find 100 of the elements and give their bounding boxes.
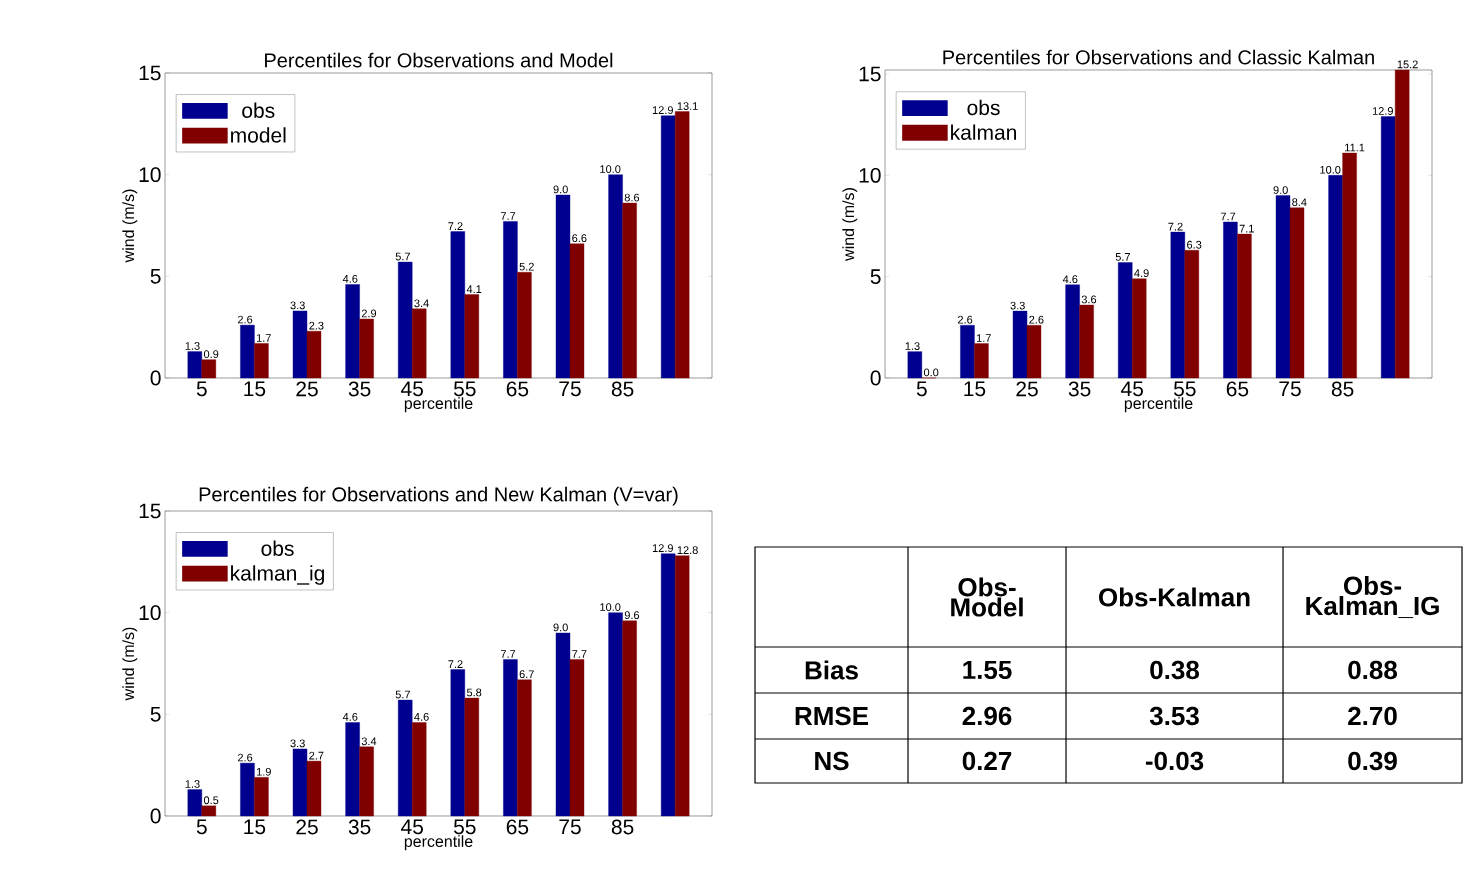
bar — [240, 324, 255, 379]
bar — [503, 659, 518, 817]
x-tick-label: 5 — [916, 381, 927, 397]
data-label: 4.6 — [414, 712, 429, 721]
x-tick-label: 55 — [1173, 381, 1196, 397]
data-label: 1.3 — [905, 342, 920, 350]
legend-label: obs — [967, 99, 1000, 116]
x-tick-label: 25 — [296, 819, 318, 835]
x-axis-title: percentile — [1124, 397, 1193, 413]
data-label: 2.6 — [237, 753, 253, 762]
data-label: 13.1 — [677, 102, 698, 110]
text: 0.27 — [962, 751, 1012, 771]
data-label: 7.1 — [1239, 224, 1254, 233]
data-label: 3.4 — [414, 299, 429, 308]
bar — [1395, 69, 1410, 379]
data-label: 15.2 — [1397, 60, 1418, 69]
data-label: 1.7 — [976, 334, 991, 342]
bar — [254, 777, 269, 817]
bar — [1170, 231, 1186, 379]
text: -0.03 — [1145, 751, 1204, 771]
y-tick-label: 15 — [139, 503, 161, 519]
y-axis-title: wind (m/s) — [842, 188, 858, 261]
data-label: 7.7 — [500, 650, 516, 658]
y-tick-label: 0 — [150, 808, 161, 824]
category-label: NS — [815, 751, 849, 771]
data-label: 5.8 — [466, 688, 482, 697]
bar — [1065, 284, 1080, 379]
bar — [1328, 175, 1343, 379]
data-label: 2.6 — [1029, 315, 1044, 324]
data-label: 2.6 — [957, 315, 973, 324]
chart-title: Percentiles for Observations and Classic Kalman — [943, 49, 1374, 65]
data-label: 8.6 — [624, 193, 640, 202]
data-label: 5.7 — [395, 690, 410, 699]
legend-label: obs — [261, 540, 294, 556]
category-label: Obs-Kalman — [1099, 587, 1250, 607]
x-tick-label: 15 — [244, 381, 266, 397]
category-label: RMSE — [795, 706, 869, 726]
bar — [345, 284, 360, 379]
x-tick-label: 35 — [348, 381, 371, 397]
y-tick-label: 5 — [870, 269, 881, 284]
bar — [187, 351, 203, 379]
data-label: 10.0 — [600, 603, 621, 611]
x-tick-label: 75 — [1279, 381, 1301, 397]
y-tick-label: 5 — [150, 269, 161, 284]
x-tick-label: 75 — [559, 381, 581, 397]
bar — [1289, 207, 1305, 379]
x-tick-label: 45 — [1121, 381, 1143, 397]
bar — [412, 308, 427, 379]
y-tick-label: 15 — [139, 65, 161, 81]
bar — [907, 351, 923, 379]
chart-title: Percentiles for Observations and Model — [265, 52, 613, 68]
x-tick-label: 15 — [964, 381, 986, 397]
data-label: 9.0 — [1273, 186, 1288, 194]
bar — [464, 294, 479, 379]
text: 1.55 — [963, 660, 1012, 680]
x-tick-label: 35 — [1068, 381, 1091, 397]
y-tick-label: 15 — [859, 66, 881, 82]
bar — [1223, 221, 1238, 379]
x-axis-title: percentile — [404, 397, 473, 413]
text: 0.38 — [1150, 660, 1200, 680]
data-label: 1.7 — [256, 334, 271, 342]
y-tick-label: 0 — [150, 370, 161, 386]
x-tick-label: 5 — [196, 381, 207, 397]
text: 2.70 — [1348, 706, 1397, 726]
bar — [359, 318, 374, 379]
data-label: 6.6 — [572, 234, 587, 243]
y-axis-title: wind (m/s) — [122, 627, 138, 701]
bar — [1079, 304, 1094, 379]
data-label: 3.6 — [1081, 295, 1097, 304]
bar — [608, 612, 623, 817]
data-label: 12.8 — [677, 546, 698, 555]
bar — [359, 746, 374, 817]
x-tick-label: 5 — [196, 819, 207, 835]
x-tick-label: 25 — [1016, 381, 1038, 397]
text: 0.39 — [1348, 751, 1397, 771]
bar — [345, 722, 360, 817]
bar — [569, 659, 585, 817]
data-label: 0.5 — [203, 796, 219, 805]
bar — [201, 359, 217, 379]
data-label: 7.7 — [500, 212, 516, 220]
category-label: Bias — [805, 660, 858, 680]
x-tick-label: 85 — [1331, 381, 1354, 397]
data-label: 12.9 — [652, 544, 673, 552]
bar — [660, 553, 676, 817]
bar — [503, 221, 518, 379]
x-tick-label: 55 — [453, 381, 476, 397]
data-label: 4.6 — [342, 274, 358, 283]
text: 0.88 — [1348, 660, 1398, 680]
x-tick-label: 85 — [611, 381, 634, 397]
y-tick-label: 10 — [859, 167, 881, 183]
y-tick-label: 0 — [870, 370, 881, 386]
data-label: 9.0 — [553, 185, 568, 194]
y-tick-label: 5 — [150, 707, 161, 722]
data-label: 7.2 — [1168, 222, 1183, 231]
bar — [1026, 325, 1042, 379]
bar — [1275, 195, 1291, 379]
bar — [306, 331, 322, 379]
bar — [292, 748, 308, 817]
text: 3.53 — [1149, 706, 1199, 726]
x-tick-label: 35 — [348, 819, 371, 835]
